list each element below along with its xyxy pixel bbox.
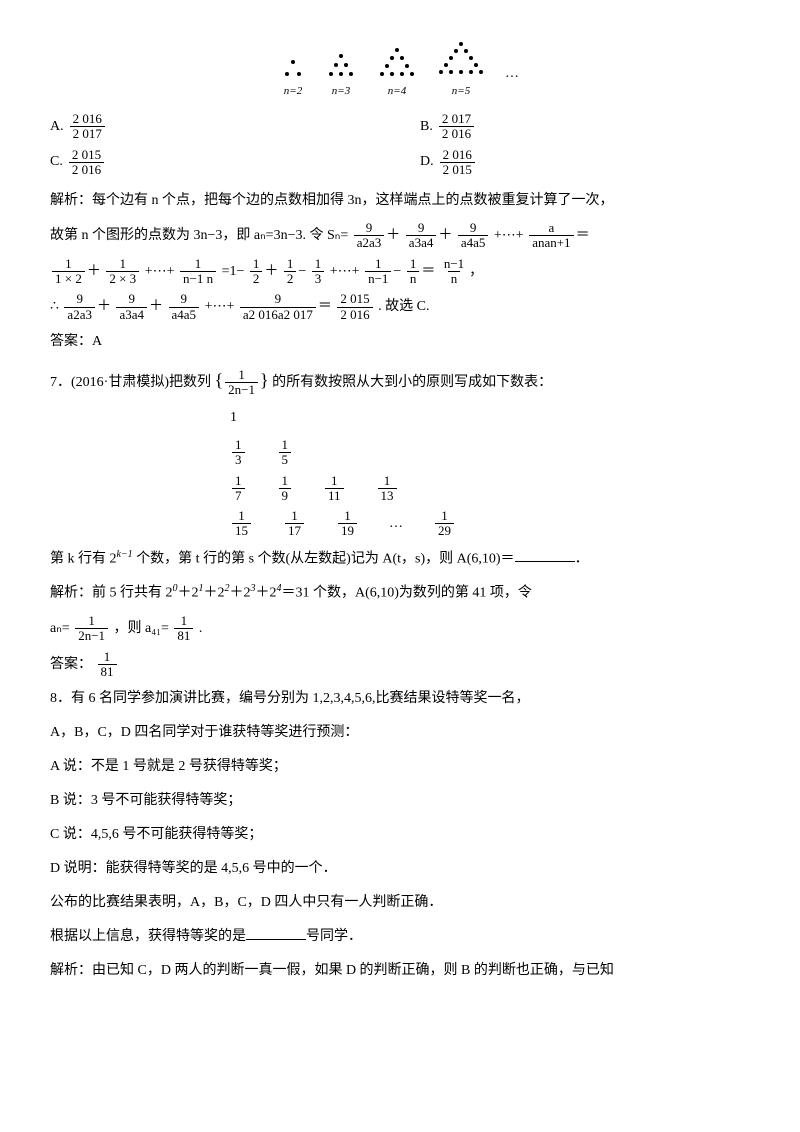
solution-line2: 故第 n 个图形的点数为 3n−3，即 aₙ=3n−3. 令 Sₙ= 9a2a3… — [50, 221, 750, 251]
triangle-n3: n=3 — [325, 52, 357, 102]
q7-equation: aₙ= 12n−1 ，则 a₄₁= 181 . — [50, 614, 750, 644]
answer-7: 答案： 181 — [50, 650, 750, 680]
solution-line1: 解析：每个边有 n 个点，把每个边的点数相加得 3n，这样端点上的点数被重复计算… — [50, 187, 750, 215]
tri-label: n=5 — [452, 80, 470, 102]
q8-line6: D 说明：能获得特等奖的是 4,5,6 号中的一个． — [50, 855, 750, 883]
triangle-n4: n=4 — [377, 46, 417, 102]
frac-den: 2 016 — [439, 126, 474, 141]
q8-line2: A，B，C，D 四名同学对于谁获特等奖进行预测： — [50, 719, 750, 747]
number-table: 1 13 15 17 19 111 113 115 117 119 … 129 — [230, 404, 750, 539]
triangle-n5: n=5 — [437, 40, 485, 102]
blank-field — [515, 547, 575, 562]
triangle-figures: n=2 n=3 n=4 n=5 … — [50, 40, 750, 102]
text: 故第 n 个图形的点数为 3n−3，即 aₙ=3n−3. 令 Sₙ= — [50, 228, 348, 243]
tri-label: n=2 — [284, 80, 302, 102]
q8-line5: C 说：4,5,6 号不可能获得特等奖； — [50, 821, 750, 849]
ellipsis: … — [505, 60, 519, 102]
frac-den: 2 015 — [440, 162, 475, 177]
triangle-n2: n=2 — [281, 58, 305, 102]
blank-field — [246, 925, 306, 940]
frac-num: 2 017 — [439, 112, 474, 126]
tri-label: n=3 — [332, 80, 350, 102]
frac-num: 2 016 — [440, 148, 475, 162]
answer-1: 答案：A — [50, 328, 750, 356]
question-7: 7．(2016·甘肃模拟)把数列 {12n−1} 的所有数按照从大到小的原则写成… — [50, 362, 750, 398]
solution-line3: 11 × 2＋ 12 × 3 +⋯+ 1n−1 n =1− 12＋ 12− 13… — [50, 257, 750, 287]
q8-line8: 根据以上信息，获得特等奖的是号同学． — [50, 923, 750, 951]
q7-solution: 解析：前 5 行共有 20＋21＋22＋23＋24＝31 个数，A(6,10)为… — [50, 579, 750, 608]
q8-line7: 公布的比赛结果表明，A，B，C，D 四人中只有一人判断正确． — [50, 889, 750, 917]
option-grid: A. 2 0162 017 B. 2 0172 016 C. 2 0152 01… — [50, 112, 750, 177]
opt-label: B. — [420, 113, 433, 141]
tri-label: n=4 — [388, 80, 406, 102]
q8-solution: 解析：由已知 C，D 两人的判断一真一假，如果 D 的判断正确，则 B 的判断也… — [50, 957, 750, 985]
solution-line4: ∴ 9a2a3＋ 9a3a4＋ 9a4a5 +⋯+ 9a2 016a2 017＝… — [50, 292, 750, 322]
therefore: ∴ — [50, 299, 59, 314]
option-a: A. 2 0162 017 — [50, 112, 380, 142]
opt-label: C. — [50, 148, 63, 176]
q7-line2: 第 k 行有 2k−1 个数，第 t 行的第 s 个数(从左数起)记为 A(t，… — [50, 545, 750, 574]
option-b: B. 2 0172 016 — [420, 112, 750, 142]
frac-num: 2 016 — [70, 112, 105, 126]
option-c: C. 2 0152 016 — [50, 148, 380, 178]
frac-den: 2 016 — [69, 162, 104, 177]
option-d: D. 2 0162 015 — [420, 148, 750, 178]
opt-label: D. — [420, 148, 434, 176]
opt-label: A. — [50, 113, 64, 141]
q8-line1: 8．有 6 名同学参加演讲比赛，编号分别为 1,2,3,4,5,6,比赛结果设特… — [50, 685, 750, 713]
q8-line4: B 说：3 号不可能获得特等奖； — [50, 787, 750, 815]
frac-den: 2 017 — [70, 126, 105, 141]
frac-num: 2 015 — [69, 148, 104, 162]
q8-line3: A 说：不是 1 号就是 2 号获得特等奖； — [50, 753, 750, 781]
